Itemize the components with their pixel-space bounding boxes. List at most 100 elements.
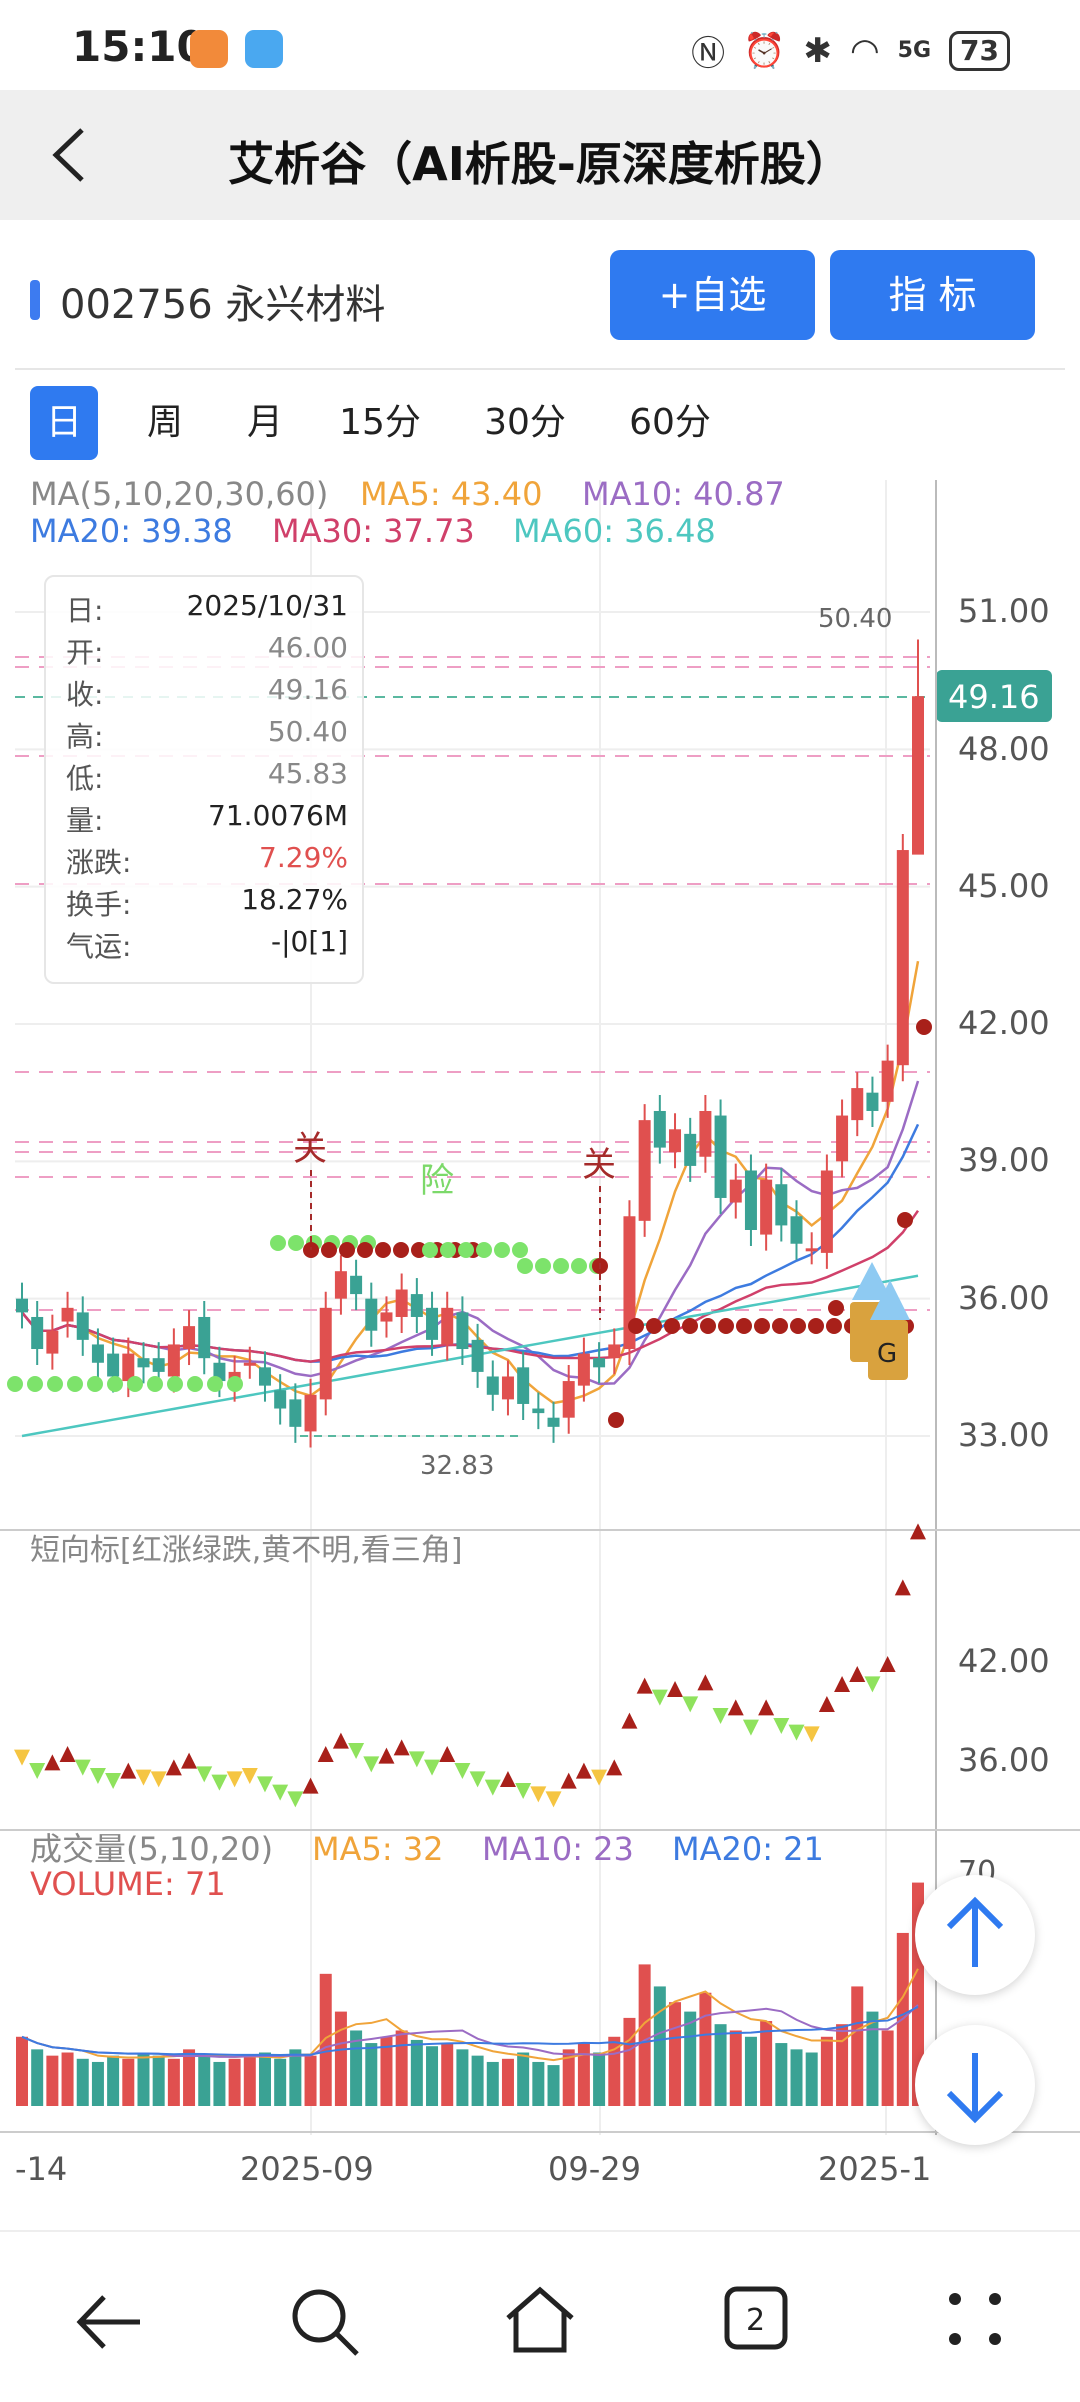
volume-bar [426,2046,439,2106]
candle-body [471,1339,484,1372]
volume-bar [684,2011,697,2106]
tip-date-label: 日: [66,594,104,627]
tab-30min[interactable]: 30分 [484,402,566,443]
volume-bar [365,2043,378,2106]
candle-body [122,1353,135,1382]
volume-bar [289,2049,302,2106]
short-triangle [879,1656,896,1672]
volume-bar [547,2065,560,2106]
status-bar: 15:10 Ⓝ ⏰ ✱ ◠ 5G 73 [0,0,1080,90]
volume-bar [122,2058,135,2106]
short-triangle [408,1751,425,1768]
add-watchlist-button[interactable]: +自选 [610,250,815,340]
candle-body [775,1184,788,1226]
scroll-up-button[interactable] [915,1875,1035,1995]
signal-dot-green [288,1235,304,1251]
short-triangle [849,1666,866,1682]
volume-bar [31,2049,44,2106]
arrow-up-icon [946,1896,1004,1967]
candle-body [638,1120,651,1221]
short-triangle [742,1719,759,1736]
tab-day[interactable]: 日 [30,386,98,460]
nav-back-button[interactable] [70,2287,150,2357]
volume-bar [152,2055,165,2106]
volume-bar [441,2043,454,2106]
volume-bar [334,2011,347,2106]
tip-low-value: 45.83 [267,757,348,790]
volume-bar [638,1964,651,2106]
short-triangle [332,1732,349,1749]
signal-dot-red [916,1019,932,1035]
signal-dot-red [321,1242,337,1258]
short-triangle [818,1696,835,1712]
back-button[interactable] [40,120,100,190]
volume-bar [714,2024,727,2106]
scroll-down-button[interactable] [915,2025,1035,2145]
signal-dot-red [736,1318,752,1334]
volume-bar [760,2021,773,2106]
volume-bar [881,2030,894,2106]
short-triangle [393,1739,410,1756]
short-triangle [29,1763,46,1779]
signal-dot-green [127,1376,143,1392]
candle-body [669,1129,682,1153]
signal-dot-green [7,1376,23,1392]
tab-15min[interactable]: 15分 [339,402,421,443]
last-price-value: 49.16 [948,678,1040,716]
signal-dot-red [700,1318,716,1334]
tab-month[interactable]: 月 [246,402,283,443]
nav-tabs-button[interactable]: 2 [722,2284,792,2354]
bluetooth-icon: ✱ [803,30,832,71]
short-triangle [621,1712,638,1729]
signal-dot-green [517,1258,533,1274]
candle-body [289,1399,302,1427]
signal-dot-green [207,1376,223,1392]
volume-bar [274,2058,287,2106]
candle-body [31,1316,44,1350]
volume-bar [410,2039,423,2106]
signal-dot-red [411,1242,427,1258]
candle-body [46,1330,59,1354]
volume-ma20-line [21,2005,919,2056]
tip-change-label: 涨跌: [66,846,132,879]
candle-body [456,1312,469,1350]
volume-bar [137,2052,150,2106]
nav-search-button[interactable] [285,2282,365,2362]
volume-bar [395,2030,408,2106]
volume-bar [76,2058,89,2106]
candle-body [501,1376,514,1400]
nav-menu-button[interactable] [940,2284,1010,2354]
signal-dot-red [772,1318,788,1334]
ohlc-tooltip: 日: 2025/10/31 开: 46.00 收: 49.16 高: 50.40 低: 4… [44,575,364,984]
chevron-left-icon [52,128,84,182]
indicator-button[interactable]: 指 标 [830,250,1035,340]
short-triangle [682,1696,699,1713]
tab-week[interactable]: 周 [146,402,183,443]
short-triangle [591,1769,608,1786]
short-triangle [150,1771,167,1788]
short-triangle [773,1718,790,1734]
candle-body [334,1271,347,1299]
volume-bar [562,2049,575,2106]
signal-dots [7,1019,932,1428]
status-icons: Ⓝ ⏰ ✱ ◠ 5G 73 [691,26,1010,75]
stock-header: 002756 永兴材料 +自选 指 标 [0,250,1080,350]
kline-chart[interactable]: MA(5,10,20,30,60) MA5: 43.40 MA10: 40.87… [0,470,1080,2230]
g-marker-label: G [877,1339,897,1369]
signal-dot-green [147,1376,163,1392]
tip-low-label: 低: [66,762,104,795]
short-triangle [499,1771,516,1787]
nav-home-button[interactable] [500,2280,580,2360]
signal-dot-red [393,1242,409,1258]
short-triangle [560,1772,577,1789]
candle-body [304,1394,317,1432]
tip-open-label: 开: [66,636,104,669]
date-tick-3: 09-29 [548,2150,641,2188]
tab-60min[interactable]: 60分 [629,402,711,443]
signal-dot-red [664,1318,680,1334]
volume-bar [213,2061,226,2106]
short-triangle [105,1773,122,1789]
candle-body [319,1307,332,1400]
signal-dot-red [897,1212,913,1228]
candle-body [805,1248,818,1252]
